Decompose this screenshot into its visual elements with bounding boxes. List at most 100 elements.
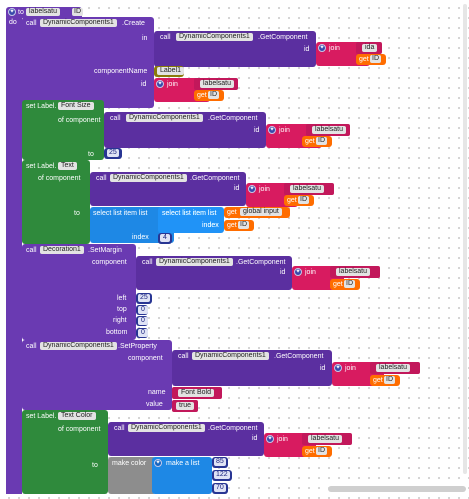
number-block-red[interactable]: 85 [212,457,228,468]
text-block-labelsatu[interactable]: labelsatu [306,124,350,136]
mutator-gear-icon[interactable]: ✦ [154,459,162,467]
component-dropdown[interactable]: DynamicComponents1 [126,114,203,122]
mutator-gear-icon[interactable]: ✦ [156,80,164,88]
number-block-right[interactable]: 0 [136,316,148,326]
text-block-labelsatu[interactable]: labelsatu [194,78,238,90]
number-block-green[interactable]: 122 [212,470,232,481]
text-value[interactable]: ida [362,44,378,52]
number-value[interactable]: 70 [214,484,226,492]
number-block-blue[interactable]: 70 [212,483,228,494]
get-block[interactable]: get ID [356,54,386,65]
text-block-labelsatu[interactable]: labelsatu [284,183,334,195]
number-block-top[interactable]: 0 [136,305,148,315]
text-value[interactable]: labelsatu [336,268,371,276]
horizontal-scrollbar[interactable] [328,486,466,492]
text-value[interactable]: labelsatu [290,185,325,193]
number-value[interactable]: 25 [138,294,150,302]
select-list-item-block-inner[interactable]: select list item list index [158,207,224,233]
text-value[interactable]: true [176,402,195,410]
set-fontsize-block[interactable]: set Label. Font Size of component to [22,100,104,160]
variable-dropdown[interactable]: ID [316,447,327,455]
property-dropdown[interactable]: Font Size [58,102,94,110]
variable-dropdown[interactable]: ID [298,196,309,204]
variable-dropdown[interactable]: ID [238,221,249,229]
text-value[interactable]: Font Bold [178,389,214,397]
getcomponent-block-4[interactable]: call DynamicComponents1 .GetComponent id [136,256,292,290]
number-value[interactable]: 85 [214,458,226,466]
component-dropdown[interactable]: DynamicComponents1 [192,352,269,360]
get-block[interactable]: get ID [302,446,332,457]
mutator-gear-icon[interactable]: ✦ [334,364,342,372]
component-dropdown[interactable]: DynamicComponents1 [176,33,253,41]
getcomponent-block-1[interactable]: call DynamicComponents1 .GetComponent id [154,31,316,67]
property-dropdown[interactable]: Text [58,162,77,170]
set-textcolor-block[interactable]: set Label. Text Color of component to [22,410,108,494]
text-block-ida[interactable]: ida [356,42,382,54]
number-block-left[interactable]: 25 [136,293,152,304]
variable-dropdown[interactable]: ID [384,376,395,384]
variable-dropdown[interactable]: global input [240,208,282,216]
setproperty-call-block[interactable]: call DynamicComponents1 .SetProperty com… [22,340,172,410]
getcomponent-block-3[interactable]: call DynamicComponents1 .GetComponent id [90,172,246,206]
get-block[interactable]: get ID [284,195,314,206]
get-block[interactable]: get ID [194,90,224,101]
text-block-labelsatu[interactable]: labelsatu [330,266,380,278]
text-block-fontbold[interactable]: Font Bold [172,387,222,399]
get-global-input-block[interactable]: get global input [224,207,290,218]
getcomponent-block-6[interactable]: call DynamicComponents1 .GetComponent id [108,422,264,456]
get-block[interactable]: get ID [370,375,400,386]
number-value[interactable]: 0 [138,306,148,314]
number-value[interactable]: 0 [138,329,148,337]
create-call-block[interactable]: call DynamicComponents1 .Create in compo… [22,17,154,108]
component-dropdown[interactable]: DynamicComponents1 [110,174,187,182]
setmargin-call-block[interactable]: call Decoration1 .SetMargin component le… [22,244,136,340]
number-value[interactable]: 4 [160,234,170,242]
procedure-name-field[interactable]: labelsatu [26,8,61,16]
variable-dropdown[interactable]: ID [316,137,327,145]
getcomponent-block-2[interactable]: call DynamicComponents1 .GetComponent id [104,112,266,148]
procedure-block[interactable]: ✦ to labelsatu ID [6,7,83,18]
property-dropdown[interactable]: Text Color [58,412,96,420]
get-block[interactable]: get ID [330,279,360,290]
mutator-gear-icon[interactable]: ✦ [294,268,302,276]
text-block-labelsatu[interactable]: labelsatu [302,433,352,445]
vertical-scrollbar[interactable] [463,4,467,474]
text-value[interactable]: labelsatu [200,80,235,88]
get-block[interactable]: get ID [302,136,332,147]
make-color-block[interactable]: make color [108,457,156,494]
variable-dropdown[interactable]: ID [208,91,219,99]
component-dropdown[interactable]: DynamicComponents1 [40,19,117,27]
param-id-field[interactable]: ID [72,8,83,16]
getcomponent-block-5[interactable]: call DynamicComponents1 .GetComponent id [172,350,332,386]
number-block[interactable]: 4 [158,233,172,244]
component-dropdown[interactable]: Decoration1 [40,246,84,254]
get-label: get [227,222,237,229]
mutator-gear-icon[interactable]: ✦ [266,435,274,443]
mutator-gear-icon[interactable]: ✦ [248,185,256,193]
get-block[interactable]: get ID [224,220,254,231]
mutator-gear-icon[interactable]: ✦ [268,126,276,134]
component-dropdown[interactable]: DynamicComponents1 [128,424,205,432]
variable-dropdown[interactable]: ID [344,280,355,288]
text-value[interactable]: Label1 [157,67,185,75]
component-dropdown[interactable]: DynamicComponents1 [40,342,117,350]
text-block-true[interactable]: true [172,400,198,412]
component-label: component [128,355,163,362]
number-block-bottom[interactable]: 0 [136,328,148,338]
text-value[interactable]: labelsatu [312,126,347,134]
label1-text-block[interactable]: Label1 [154,66,185,77]
number-value[interactable]: 25 [107,149,119,157]
number-block[interactable]: 25 [104,148,122,159]
number-value[interactable]: 0 [138,317,148,325]
set-label: set Label. [26,103,57,110]
text-value[interactable]: labelsatu [308,435,343,443]
number-value[interactable]: 122 [214,471,230,479]
component-dropdown[interactable]: DynamicComponents1 [156,258,233,266]
text-block-labelsatu[interactable]: labelsatu [370,362,420,374]
mutator-gear-icon[interactable]: ✦ [8,8,16,16]
mutator-gear-icon[interactable]: ✦ [318,44,326,52]
make-list-block[interactable]: ✦ make a list [152,457,212,494]
set-text-block[interactable]: set Label. Text of component to [22,160,90,244]
variable-dropdown[interactable]: ID [370,55,381,63]
text-value[interactable]: labelsatu [376,364,411,372]
